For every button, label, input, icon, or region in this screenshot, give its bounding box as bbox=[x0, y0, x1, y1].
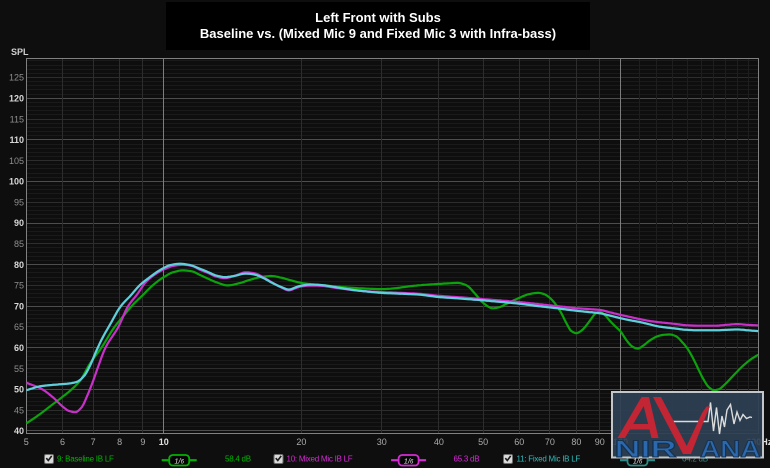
svg-text:64.2 dB: 64.2 dB bbox=[682, 455, 708, 464]
svg-text:70: 70 bbox=[545, 437, 555, 447]
svg-text:65: 65 bbox=[14, 322, 24, 332]
svg-text:115: 115 bbox=[10, 114, 24, 124]
svg-text:60: 60 bbox=[14, 343, 24, 353]
svg-text:9: 9 bbox=[140, 437, 145, 447]
svg-text:75: 75 bbox=[14, 281, 24, 291]
svg-text:95: 95 bbox=[14, 197, 24, 207]
svg-text:10: 10 bbox=[159, 437, 169, 447]
svg-text:65.3 dB: 65.3 dB bbox=[454, 455, 480, 464]
svg-text:11: Fixed Mic IB LF: 11: Fixed Mic IB LF bbox=[517, 455, 581, 464]
svg-text:7: 7 bbox=[91, 437, 96, 447]
svg-text:1/6: 1/6 bbox=[633, 456, 643, 465]
svg-text:NIR: NIR bbox=[615, 436, 677, 459]
svg-text:40: 40 bbox=[434, 437, 444, 447]
svg-text:50: 50 bbox=[478, 437, 488, 447]
svg-text:80: 80 bbox=[14, 260, 24, 270]
svg-text:6: 6 bbox=[60, 437, 65, 447]
svg-text:1/6: 1/6 bbox=[174, 456, 184, 465]
svg-text:60: 60 bbox=[514, 437, 524, 447]
svg-text:10: Mixed Mic IB LF: 10: Mixed Mic IB LF bbox=[287, 455, 353, 464]
svg-text:58.4 dB: 58.4 dB bbox=[225, 455, 251, 464]
svg-text:85: 85 bbox=[14, 239, 24, 249]
svg-text:20: 20 bbox=[296, 437, 306, 447]
svg-text:125: 125 bbox=[9, 73, 24, 83]
svg-text:1/6: 1/6 bbox=[404, 456, 414, 465]
svg-text:80: 80 bbox=[571, 437, 581, 447]
svg-text:90: 90 bbox=[595, 437, 605, 447]
svg-text:55: 55 bbox=[14, 364, 24, 374]
svg-text:SPL: SPL bbox=[11, 47, 29, 57]
svg-text:90: 90 bbox=[14, 218, 24, 228]
svg-text:110: 110 bbox=[9, 135, 24, 145]
svg-text:100: 100 bbox=[9, 177, 24, 187]
svg-text:40: 40 bbox=[14, 426, 24, 436]
svg-text:9: Baseline IB LF: 9: Baseline IB LF bbox=[57, 455, 114, 464]
svg-text:30: 30 bbox=[377, 437, 387, 447]
svg-text:120: 120 bbox=[9, 94, 24, 104]
svg-text:8: 8 bbox=[117, 437, 122, 447]
svg-text:50: 50 bbox=[14, 385, 24, 395]
svg-text:105: 105 bbox=[9, 156, 24, 166]
svg-text:70: 70 bbox=[14, 301, 24, 311]
svg-text:45: 45 bbox=[14, 405, 24, 415]
svg-text:5: 5 bbox=[24, 437, 29, 447]
svg-text:ANA: ANA bbox=[700, 436, 761, 459]
